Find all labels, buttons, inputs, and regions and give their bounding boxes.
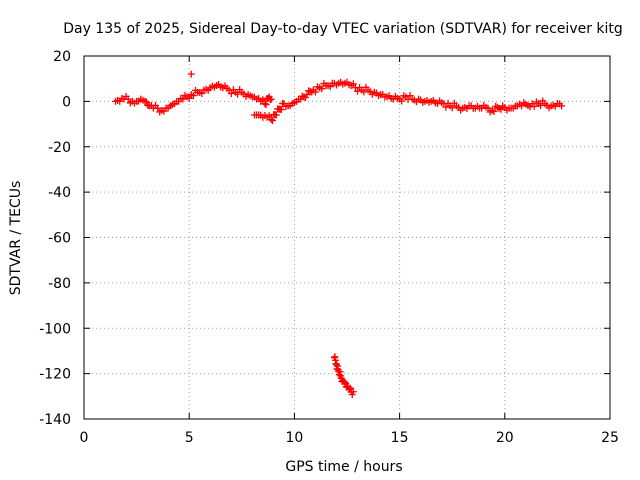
data-point: [261, 100, 269, 108]
x-tick-label: 5: [185, 430, 194, 446]
data-point: [179, 95, 187, 103]
data-point: [311, 88, 319, 96]
y-tick-label: 20: [53, 49, 71, 65]
data-point: [537, 101, 545, 109]
data-series: [112, 70, 566, 398]
data-point: [154, 104, 162, 112]
data-point: [265, 112, 273, 120]
data-point: [187, 70, 195, 78]
y-tick-label: -140: [39, 412, 71, 428]
data-point: [558, 102, 566, 110]
data-point: [349, 388, 357, 396]
data-point: [272, 111, 280, 119]
chart-title: Day 135 of 2025, Sidereal Day-to-day VTE…: [63, 21, 623, 37]
data-point: [305, 87, 313, 95]
data-point: [267, 116, 275, 124]
x-axis-label: GPS time / hours: [285, 459, 402, 475]
x-tick-label: 20: [496, 430, 514, 446]
data-point: [267, 95, 275, 103]
data-point: [189, 92, 197, 100]
data-point: [227, 89, 235, 97]
data-point: [277, 106, 285, 114]
y-tick-label: -80: [48, 276, 71, 292]
data-point: [354, 87, 362, 95]
data-point: [124, 95, 132, 103]
data-point: [530, 102, 538, 110]
y-tick-label: -120: [39, 367, 71, 383]
data-point: [259, 96, 267, 104]
data-point: [336, 368, 344, 376]
data-point: [349, 80, 357, 88]
data-point: [490, 107, 498, 115]
data-point: [269, 117, 277, 125]
data-point: [303, 91, 311, 99]
data-point: [360, 88, 368, 96]
axis-ticks: [83, 55, 611, 420]
data-point: [442, 103, 450, 111]
data-point: [448, 104, 456, 112]
data-point: [185, 94, 193, 102]
data-point: [142, 98, 150, 106]
data-point: [346, 384, 354, 392]
y-tick-label: 0: [62, 94, 71, 110]
x-tick-label: 15: [391, 430, 409, 446]
data-point: [318, 85, 326, 93]
data-point: [484, 104, 492, 112]
x-tick-label: 0: [80, 430, 89, 446]
y-tick-label: -40: [48, 185, 71, 201]
data-point: [298, 92, 306, 100]
grid-lines: [84, 56, 610, 419]
data-point: [262, 101, 270, 109]
data-point: [335, 371, 343, 379]
y-tick-labels: 20 0 -20 -40 -60 -80 -100 -120 -140: [39, 49, 71, 428]
y-axis-label: SDTVAR / TECUs: [8, 181, 24, 296]
data-point: [398, 97, 406, 105]
y-tick-label: -60: [48, 231, 71, 247]
data-point: [234, 90, 242, 98]
x-tick-labels: 0 5 10 15 20 25: [80, 430, 619, 446]
x-tick-label: 10: [285, 430, 303, 446]
y-tick-label: -100: [39, 321, 71, 337]
data-point: [266, 96, 274, 104]
x-tick-label: 25: [601, 430, 619, 446]
y-tick-label: -20: [48, 140, 71, 156]
